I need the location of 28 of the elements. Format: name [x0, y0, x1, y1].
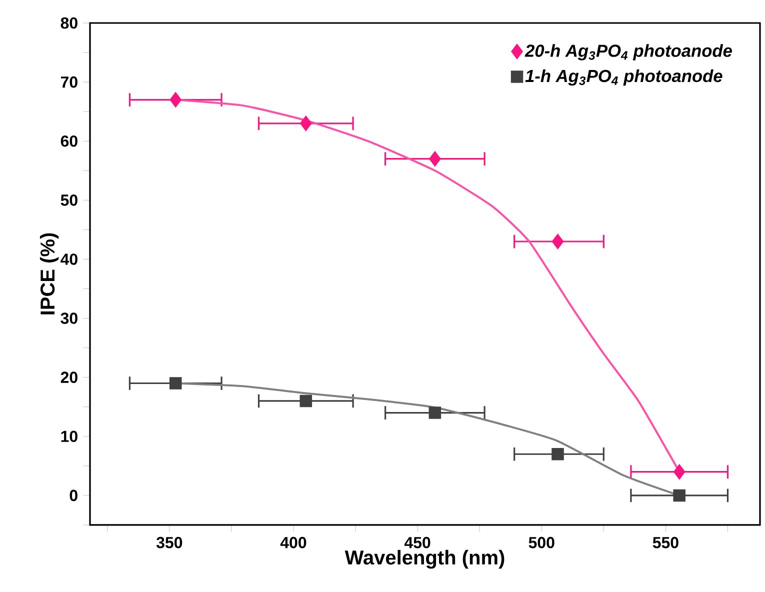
point [552, 448, 564, 460]
point [169, 377, 182, 390]
x-tick-label: 500 [528, 536, 554, 548]
x-tick-label: 450 [404, 536, 430, 548]
y-tick-label: 30 [60, 312, 78, 324]
point [552, 234, 564, 249]
x-axis-title: Wavelength (nm) [344, 550, 504, 569]
y-axis-title: IPCE (%) [40, 233, 59, 314]
y-tick-label: 40 [60, 254, 78, 265]
legend-label: 1-h Ag$_{3}$PO$_{4}$ photoanode [525, 69, 722, 86]
y-tick-label: 70 [60, 76, 78, 88]
point [673, 489, 686, 502]
point [429, 151, 441, 166]
y-tick-label: 80 [60, 17, 78, 29]
point [300, 394, 312, 408]
point [674, 464, 686, 480]
legend-label: 20-h Ag$_{3}$PO$_{4}$ photoanode [524, 44, 732, 60]
point [170, 92, 182, 108]
y-tick-label: 10 [61, 430, 78, 442]
x-tick-label: 400 [280, 536, 306, 548]
y-tick-label: 60 [60, 135, 78, 147]
x-tick-label: 350 [156, 536, 182, 548]
y-tick-label: 0 [70, 490, 78, 502]
y-tick-label: 20 [60, 372, 78, 383]
x-tick-label: 550 [652, 536, 678, 548]
point [300, 116, 312, 131]
y-tick-label: 50 [60, 194, 78, 206]
point [428, 406, 442, 419]
